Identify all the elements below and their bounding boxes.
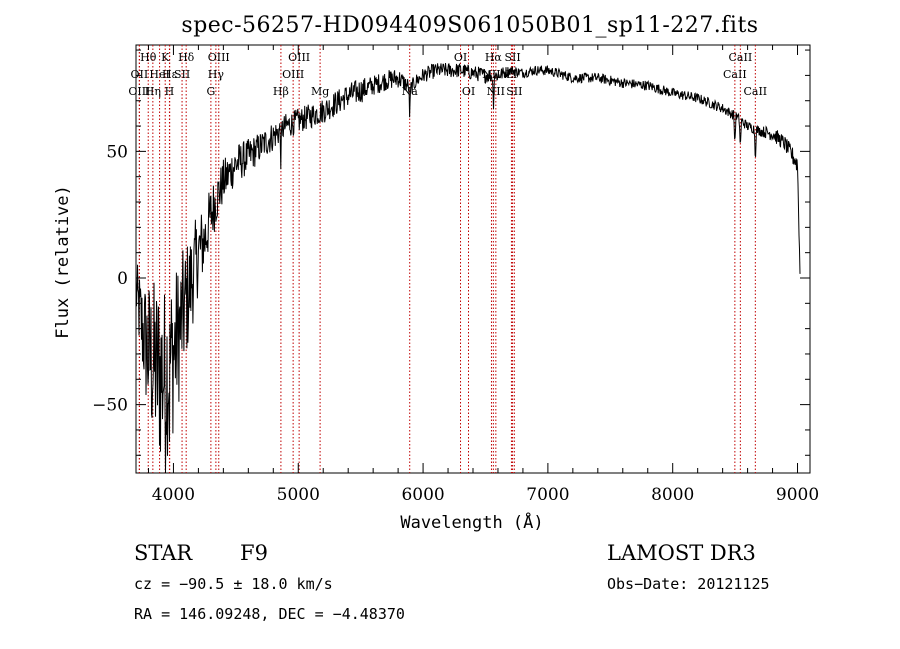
- line-marker-label-22: NII: [487, 85, 505, 98]
- object-type: STAR: [134, 541, 193, 565]
- plot-frame: [135, 44, 811, 474]
- line-marker-label-8: Hδ: [178, 51, 195, 64]
- line-marker-label-25: SII: [506, 85, 522, 98]
- line-marker-label-7: H: [165, 85, 175, 98]
- line-marker-label-3: K: [161, 51, 170, 64]
- x-tick-label-7000: 7000: [526, 485, 569, 505]
- subclass: F9: [240, 541, 268, 565]
- y-tick-label-2: 50: [106, 142, 128, 162]
- x-tick-label-4000: 4000: [152, 485, 195, 505]
- axis-ticks: [136, 45, 810, 473]
- line-marker-label-6: Hη: [145, 85, 161, 98]
- line-marker-label-11: Hγ: [208, 68, 225, 81]
- x-axis-label: Wavelength (Å): [400, 511, 543, 533]
- tick-labels: 4000 5000 6000 7000 8000 9000 −50 0 50: [92, 142, 819, 505]
- line-marker-label-0: Hθ: [140, 51, 157, 64]
- line-marker-label-18: OI: [454, 51, 467, 64]
- line-marker-label-16: Mg: [311, 85, 329, 98]
- line-markers: [138, 45, 756, 473]
- line-marker-label-26: CaII: [729, 51, 753, 64]
- line-marker-label-27: CaII: [723, 68, 747, 81]
- line-marker-label-23: SII: [504, 51, 520, 64]
- line-marker-label-2: OIII: [128, 85, 150, 98]
- x-tick-label-9000: 9000: [776, 485, 819, 505]
- x-tick-label-8000: 8000: [651, 485, 694, 505]
- line-marker-label-1: OII: [131, 68, 149, 81]
- line-marker-label-10: OIII: [208, 51, 230, 64]
- obs-date: Obs−Date: 20121125: [607, 575, 770, 593]
- line-marker-label-5: HeI: [149, 68, 169, 81]
- line-marker-label-12: G: [206, 85, 215, 98]
- x-tick-label-5000: 5000: [277, 485, 320, 505]
- survey-name: LAMOST DR3: [607, 541, 756, 565]
- x-tick-label-6000: 6000: [401, 485, 444, 505]
- line-marker-label-14: OIII: [288, 51, 310, 64]
- coordinates: RA = 146.09248, DEC = −4.48370: [134, 605, 405, 623]
- line-marker-label-28: CaII: [743, 85, 767, 98]
- y-tick-label-0: −50: [92, 396, 128, 416]
- y-tick-label-1: 0: [117, 269, 128, 289]
- spectrum-line: [135, 62, 801, 474]
- line-marker-label-24: Li: [506, 68, 517, 81]
- spectrum-series: [135, 62, 801, 474]
- line-marker-label-15: OIII: [282, 68, 304, 81]
- line-marker-label-13: Hβ: [273, 85, 289, 98]
- y-axis-label: Flux (relative): [53, 185, 73, 339]
- line-marker-label-20: Hα: [485, 51, 503, 64]
- line-marker-label-4: Hε: [162, 68, 178, 81]
- chart-title: spec-56257-HD094409S061050B01_sp11-227.f…: [181, 13, 758, 38]
- line-marker-label-19: OI: [462, 85, 475, 98]
- line-marker-label-9: SII: [174, 68, 190, 81]
- redshift-readout: cz = −90.5 ± 18.0 km/s: [134, 575, 333, 593]
